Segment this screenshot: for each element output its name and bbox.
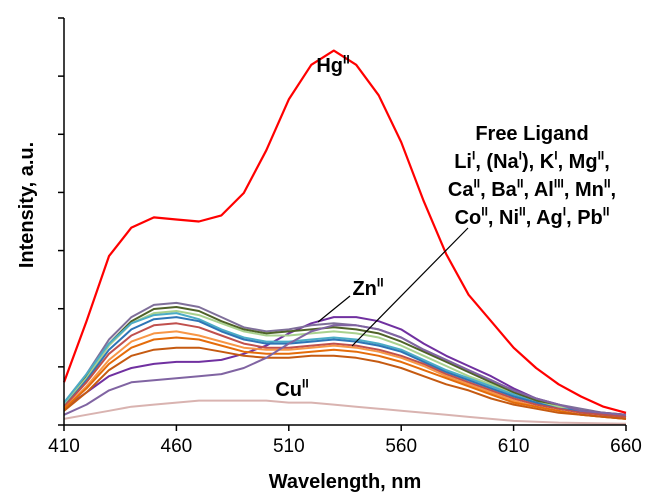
label-group-line2: LiI​, (NaI​), KI​, MgII​, [454,149,610,173]
annotations: HgII​ ZnII​ CuII​ Free Ligand LiI​, (NaI​), … [275,53,616,401]
series-line-6 [63,316,627,418]
x-axis-title: Wavelength, nm [269,471,422,493]
label-cu: CuII​ [275,377,308,401]
series-line-3 [63,306,627,416]
x-tick-label: 610 [498,436,530,457]
y-axis-title: Intensity, a.u. [16,142,38,268]
pointer-zn [317,295,351,323]
x-tick-label: 410 [48,436,80,457]
label-group-line4: CoII​, NiII​, AgI​, PbII​ [455,205,610,229]
label-group-line3: CaII​, BaII​, AlIII​, MnII​, [448,177,616,201]
series-line-7 [63,322,627,418]
axes-layer [58,17,627,431]
label-hg: HgII​ [316,53,349,77]
label-zn: ZnII​ [352,276,383,300]
x-tick-label: 660 [610,436,642,457]
series-line-2 [63,301,627,416]
series-line-12 [63,399,627,425]
x-tick-label: 460 [161,436,193,457]
x-tick-label: 510 [273,436,305,457]
series-line-9 [63,336,627,420]
series-layer [62,49,627,425]
series-line-10 [63,346,627,420]
x-tick-label: 560 [385,436,417,457]
label-free-ligand: Free Ligand [475,123,588,145]
series-line-11 [63,324,627,416]
series-line-0 [62,49,627,414]
x-tick-labels: 410 460 510 560 610 660 [48,436,642,457]
pointer-group [351,227,469,347]
